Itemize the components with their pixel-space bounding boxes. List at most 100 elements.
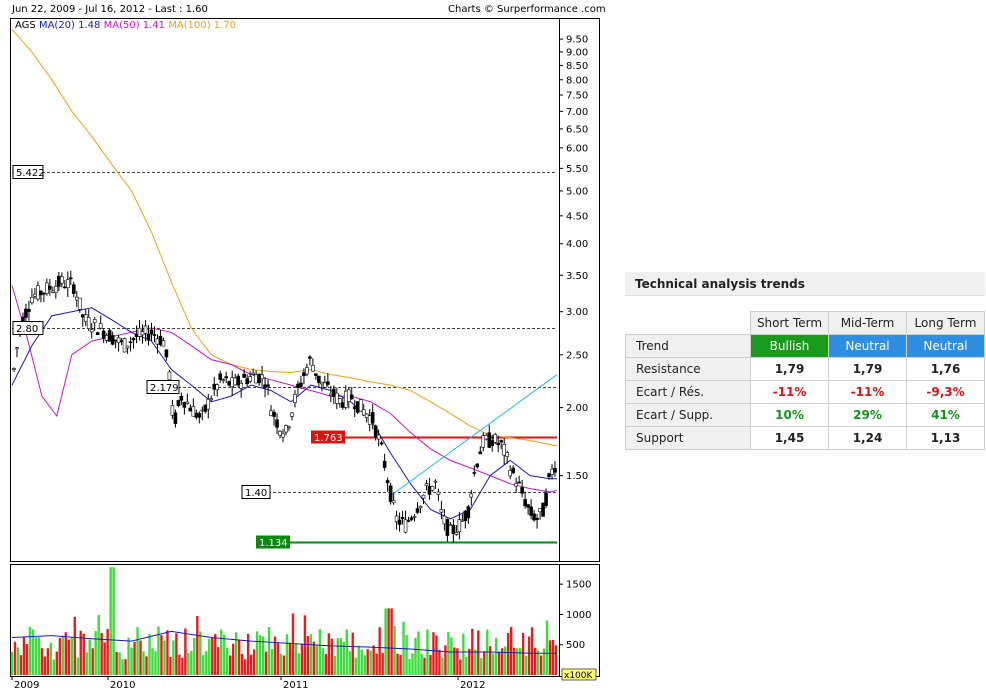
ecart-supp-long: 41% — [906, 403, 985, 427]
candle-body — [137, 327, 142, 337]
candle-body — [200, 409, 205, 412]
candle-body — [281, 433, 285, 438]
candles — [12, 270, 557, 543]
candle-body — [158, 335, 163, 345]
volume-bar — [495, 637, 498, 675]
candle-body — [125, 345, 130, 349]
candle-body — [54, 286, 58, 293]
candle-body — [484, 435, 489, 440]
support-long: 1,13 — [906, 426, 985, 450]
row-label: Trend — [625, 334, 751, 358]
candle-body — [63, 286, 67, 289]
candle-body — [146, 333, 151, 341]
candle-body — [451, 525, 456, 534]
level-label-1.134: 1.134 — [259, 538, 288, 549]
candle-body — [502, 444, 506, 456]
volume-bar — [237, 640, 241, 675]
ecart-supp-mid: 29% — [828, 403, 907, 427]
candle-body — [439, 508, 444, 513]
volume-bar — [34, 637, 38, 675]
volume-bar — [327, 633, 331, 675]
trend-long: Neutral — [906, 334, 985, 358]
price-tick-label: 8.00 — [566, 75, 588, 86]
volume-bar — [94, 631, 97, 675]
ecart-supp-short: 10% — [750, 403, 829, 427]
volume-bar — [58, 638, 62, 675]
price-tick-label: 6.00 — [566, 143, 588, 154]
chart-credit: Charts © Surperformance .com — [448, 4, 606, 15]
volume-bar — [273, 636, 277, 675]
volume-bar — [477, 630, 480, 675]
candle-body — [418, 505, 423, 509]
volume-bar — [447, 632, 450, 675]
volume-bar — [13, 641, 17, 675]
volume-bar — [414, 637, 417, 675]
level-box-2.179 — [146, 380, 180, 394]
volume-bar — [85, 652, 88, 675]
candle-body — [302, 372, 306, 376]
candle-body — [27, 309, 31, 312]
volume-bar — [175, 633, 178, 675]
volume-bar — [330, 638, 334, 675]
candle-body — [448, 524, 453, 526]
technical-analysis-title: Technical analysis trends — [625, 272, 985, 296]
volume-bar — [28, 626, 32, 675]
volume-tick-label: 1000 — [566, 610, 591, 621]
price-tick-label: 4.50 — [566, 211, 588, 222]
volume-bar — [136, 627, 139, 675]
candle-body — [535, 517, 539, 520]
volume-ma-path — [11, 630, 557, 654]
candle-body — [538, 508, 542, 513]
level-label-2.179: 2.179 — [150, 383, 179, 394]
candle-body — [305, 367, 309, 375]
volume-bar — [228, 655, 232, 675]
candle-body — [544, 492, 548, 506]
volume-bar — [423, 657, 426, 675]
candle-body — [379, 442, 384, 445]
candle-body — [487, 432, 492, 448]
volume-bar — [49, 642, 53, 675]
candle-body — [260, 374, 264, 380]
volume-bar — [530, 627, 534, 675]
volume-bar — [91, 648, 94, 675]
volume-bar — [88, 639, 91, 675]
price-tick-label: 3.00 — [566, 307, 588, 318]
candle-body — [173, 412, 178, 424]
price-tick-label: 1.50 — [566, 471, 588, 482]
volume-bar — [118, 652, 121, 675]
volume-bar — [205, 651, 208, 675]
candle-body — [514, 483, 518, 487]
legend-ma50: MA(50) 1.41 — [103, 20, 166, 31]
volume-bar — [498, 651, 501, 675]
volume-bar — [55, 651, 59, 675]
volume-bar — [121, 659, 124, 675]
candle-body — [454, 532, 459, 535]
volume-bar — [163, 640, 166, 675]
volume-bar — [154, 651, 157, 675]
level-box-1.40 — [241, 485, 271, 499]
volume-bar — [384, 608, 387, 675]
level-box-5.422 — [12, 165, 44, 179]
volume-bar — [73, 616, 76, 675]
price-tick-label: 4.00 — [566, 239, 588, 250]
candle-body — [134, 333, 139, 337]
candle-body — [65, 279, 70, 289]
volume-bar — [142, 651, 145, 675]
volume-bar — [223, 634, 226, 675]
trend-path — [388, 374, 558, 498]
volume-bar — [211, 637, 214, 675]
level-box-1.134 — [256, 535, 290, 549]
candle-body — [406, 520, 411, 522]
volume-bar — [390, 608, 393, 675]
candle-body — [15, 347, 19, 350]
candle-body — [83, 314, 88, 322]
volume-bar — [297, 653, 301, 675]
price-tick-label: 3.50 — [566, 271, 588, 282]
volume-bar — [178, 654, 181, 675]
volume-bar — [372, 645, 375, 675]
ecart-res-long: -9,3% — [906, 380, 985, 404]
candle-body — [397, 519, 402, 525]
candle-body — [493, 434, 498, 443]
volume-bar — [462, 633, 465, 675]
volume-bar — [16, 647, 20, 675]
